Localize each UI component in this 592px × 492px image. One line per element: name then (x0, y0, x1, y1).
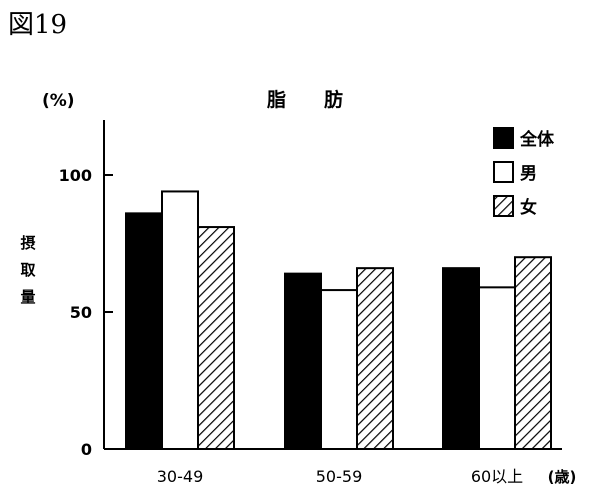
legend-swatch-全体 (493, 127, 514, 149)
y-axis-label-char: 量 (20, 288, 35, 306)
x-tick-label: 50-59 (316, 467, 363, 486)
y-axis-label-char: 摂 (20, 234, 35, 252)
figure-label: 図19 (8, 10, 68, 40)
bar-男-30-49 (161, 190, 199, 450)
x-tick-label: 30-49 (157, 467, 204, 486)
y-axis-label-char: 取 (20, 261, 36, 279)
legend-label: 男 (520, 164, 537, 184)
x-axis-unit-label: (歳) (548, 468, 577, 486)
y-axis-label: 摂取量 (20, 234, 36, 306)
bar-全体-60以上 (442, 267, 480, 450)
chart-title: 脂 肪 (267, 88, 343, 111)
bar-女-50-59 (356, 267, 394, 450)
unit-label: (%) (42, 91, 75, 111)
bar-女-30-49 (197, 226, 235, 450)
bar-男-60以上 (478, 286, 516, 450)
bar-全体-30-49 (125, 212, 163, 450)
y-tick-label: 50 (70, 303, 92, 322)
y-tick-label: 0 (81, 440, 92, 459)
bar-女-60以上 (514, 256, 552, 451)
legend-swatch-男 (493, 161, 514, 183)
legend-label: 全体 (519, 129, 555, 150)
legend-label: 女 (520, 197, 537, 218)
legend-swatch-女 (493, 195, 514, 217)
bar-全体-50-59 (284, 272, 322, 451)
bar-男-50-59 (320, 289, 358, 450)
y-tick-label: 100 (59, 166, 92, 185)
x-tick-label: 60以上 (471, 467, 523, 486)
